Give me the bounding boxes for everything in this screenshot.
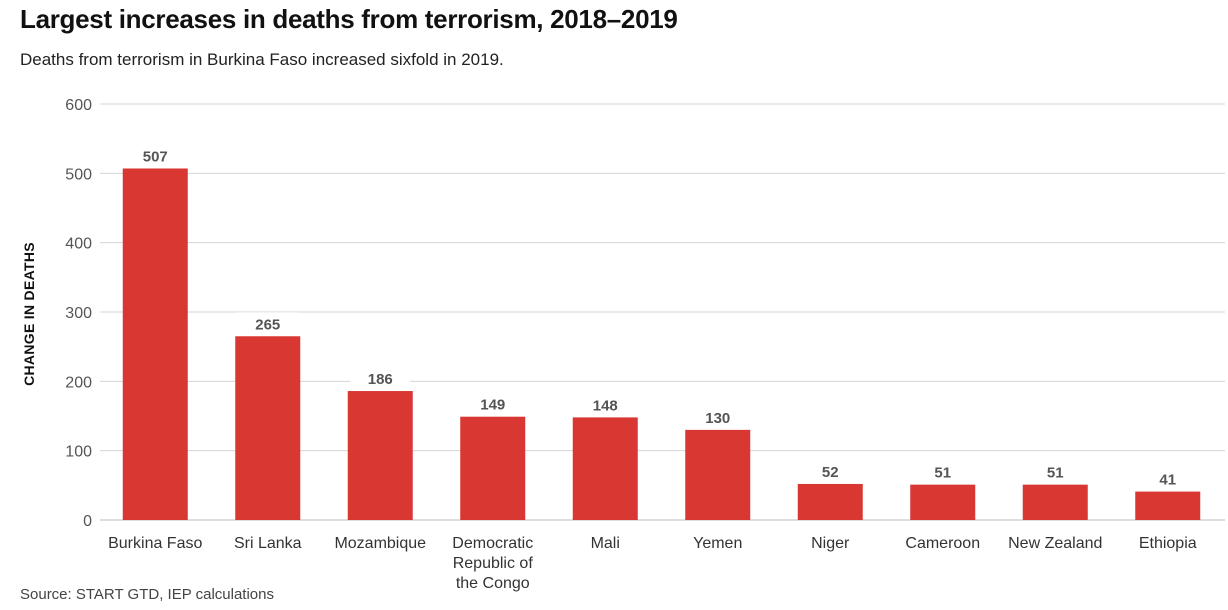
y-axis-ticks: 0 100 200 300 400 500 600 bbox=[65, 97, 92, 530]
bar bbox=[797, 483, 863, 520]
source-note: Source: START GTD, IEP calculations bbox=[20, 586, 274, 603]
y-tick-label: 200 bbox=[65, 374, 92, 391]
category-label: Sri Lanka bbox=[234, 535, 302, 552]
category-label: New Zealand bbox=[1008, 535, 1102, 552]
bar bbox=[347, 391, 413, 520]
value-label: 51 bbox=[934, 465, 951, 482]
category-label: Mozambique bbox=[334, 535, 426, 552]
y-tick-label: 400 bbox=[65, 236, 92, 253]
value-label-background bbox=[800, 459, 861, 482]
category-label: Democratic bbox=[452, 535, 533, 552]
value-label: 507 bbox=[143, 148, 168, 165]
value-label-background bbox=[237, 312, 298, 335]
value-label: 148 bbox=[593, 397, 618, 414]
bar bbox=[685, 429, 751, 520]
bar bbox=[1135, 491, 1201, 520]
category-label: Yemen bbox=[693, 535, 742, 552]
bar bbox=[910, 484, 976, 520]
value-label: 186 bbox=[368, 371, 393, 388]
y-tick-label: 100 bbox=[65, 444, 92, 461]
category-label: Niger bbox=[811, 535, 850, 552]
category-label: Burkina Faso bbox=[108, 535, 202, 552]
chart-subtitle: Deaths from terrorism in Burkina Faso in… bbox=[20, 50, 504, 69]
value-label-background bbox=[687, 405, 748, 428]
value-label-background bbox=[462, 392, 523, 415]
bar bbox=[460, 416, 526, 520]
value-label-background bbox=[912, 460, 973, 483]
bars bbox=[122, 168, 1201, 521]
bar bbox=[235, 336, 301, 520]
category-label: Cameroon bbox=[905, 535, 980, 552]
category-labels: Burkina Faso Sri Lanka Mozambique Democrati… bbox=[108, 535, 1197, 592]
value-label-background bbox=[125, 144, 186, 167]
y-axis-label: CHANGE IN DEATHS bbox=[21, 242, 37, 386]
category-label: Mali bbox=[591, 535, 620, 552]
bar bbox=[122, 168, 188, 521]
value-labels: 507 265 186 149 148 130 52 51 51 41 bbox=[125, 144, 1198, 490]
value-label: 41 bbox=[1159, 472, 1176, 489]
y-tick-label: 0 bbox=[83, 513, 92, 530]
y-tick-label: 500 bbox=[65, 166, 92, 183]
value-label: 52 bbox=[822, 464, 839, 481]
value-label: 130 bbox=[705, 410, 730, 427]
value-label-background bbox=[1137, 467, 1198, 490]
category-label: the Congo bbox=[456, 575, 530, 592]
value-label-background bbox=[575, 393, 636, 416]
value-label-background bbox=[350, 367, 411, 390]
y-tick-label: 300 bbox=[65, 305, 92, 322]
bar bbox=[1022, 484, 1088, 520]
value-label: 149 bbox=[480, 397, 505, 414]
value-label: 265 bbox=[255, 316, 280, 333]
y-tick-label: 600 bbox=[65, 97, 92, 114]
category-label: Republic of bbox=[453, 555, 534, 572]
chart-title: Largest increases in deaths from terrori… bbox=[20, 4, 678, 34]
value-label: 51 bbox=[1047, 465, 1064, 482]
category-label: Ethiopia bbox=[1139, 535, 1197, 552]
value-label-background bbox=[1025, 460, 1086, 483]
bar bbox=[572, 417, 638, 520]
